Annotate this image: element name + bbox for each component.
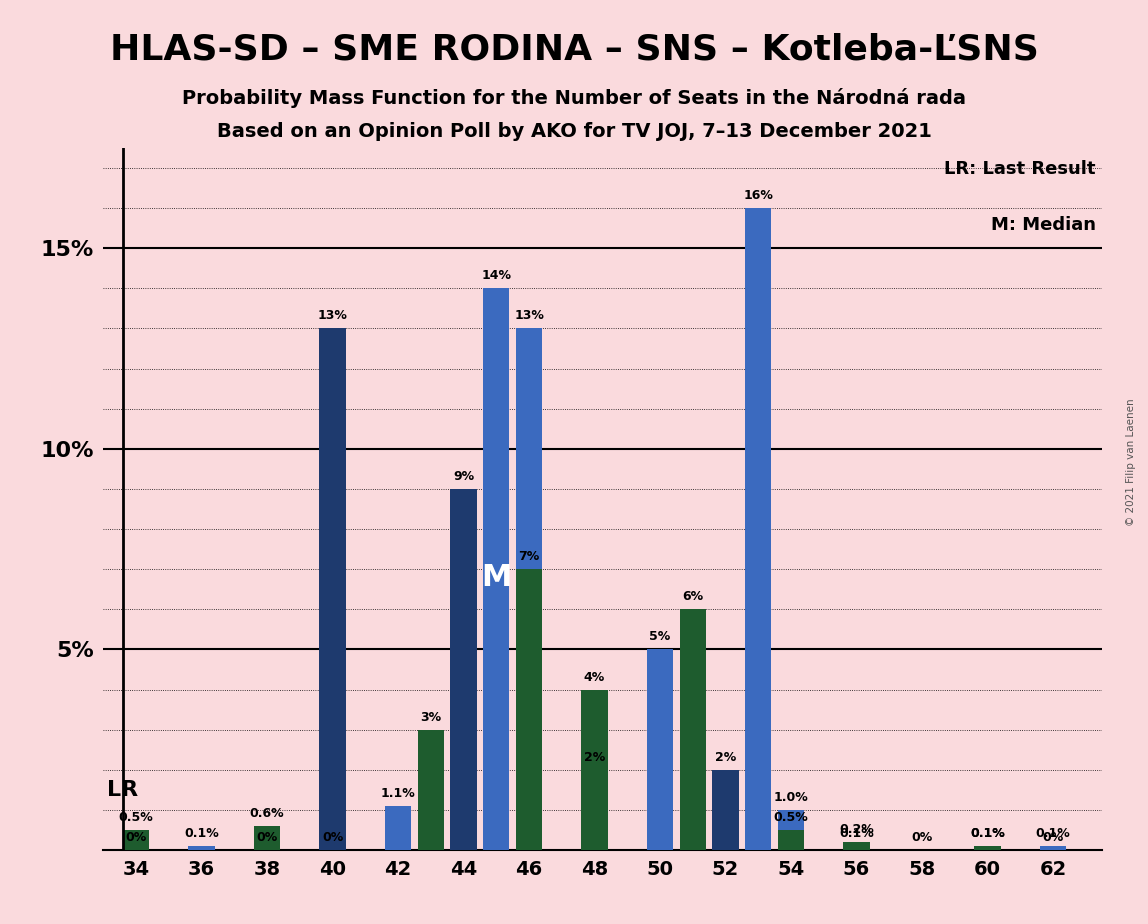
Bar <box>778 810 804 850</box>
Bar <box>515 569 542 850</box>
Bar <box>713 770 738 850</box>
Bar <box>844 846 869 850</box>
Text: © 2021 Filip van Laenen: © 2021 Filip van Laenen <box>1126 398 1135 526</box>
Text: 14%: 14% <box>481 269 511 282</box>
Bar <box>515 328 542 850</box>
Text: 13%: 13% <box>318 310 348 322</box>
Text: 2%: 2% <box>715 751 736 764</box>
Text: 3%: 3% <box>420 711 441 723</box>
Text: 16%: 16% <box>743 189 774 202</box>
Text: M: Median: M: Median <box>991 216 1095 234</box>
Text: 0.5%: 0.5% <box>774 811 808 824</box>
Text: 0.2%: 0.2% <box>839 823 874 836</box>
Text: 6%: 6% <box>682 590 704 603</box>
Bar <box>1040 846 1066 850</box>
Bar <box>450 489 476 850</box>
Bar <box>975 846 1001 850</box>
Text: 0.1%: 0.1% <box>970 827 1004 840</box>
Text: 5%: 5% <box>650 630 670 643</box>
Text: LR: LR <box>107 780 138 800</box>
Text: 0.5%: 0.5% <box>118 811 154 824</box>
Bar <box>647 650 673 850</box>
Text: 0%: 0% <box>912 831 932 844</box>
Bar <box>385 806 411 850</box>
Text: 0%: 0% <box>321 831 343 844</box>
Text: 13%: 13% <box>514 310 544 322</box>
Text: 0.6%: 0.6% <box>250 807 285 820</box>
Text: HLAS-SD – SME RODINA – SNS – Kotleba-ĽSNS: HLAS-SD – SME RODINA – SNS – Kotleba-ĽSN… <box>109 32 1039 67</box>
Bar <box>581 770 607 850</box>
Text: 0.1%: 0.1% <box>970 827 1004 840</box>
Bar <box>254 826 280 850</box>
Bar <box>745 208 771 850</box>
Text: 0%: 0% <box>256 831 278 844</box>
Text: 0%: 0% <box>1042 831 1063 844</box>
Text: 1.1%: 1.1% <box>381 787 416 800</box>
Bar <box>581 689 607 850</box>
Text: Based on an Opinion Poll by AKO for TV JOJ, 7–13 December 2021: Based on an Opinion Poll by AKO for TV J… <box>217 122 931 141</box>
Bar <box>844 842 869 850</box>
Text: M: M <box>481 563 512 591</box>
Text: 9%: 9% <box>453 470 474 483</box>
Text: 0.1%: 0.1% <box>1035 827 1070 840</box>
Bar <box>975 846 1001 850</box>
Bar <box>319 328 346 850</box>
Bar <box>778 830 804 850</box>
Bar <box>418 730 444 850</box>
Text: 2%: 2% <box>584 751 605 764</box>
Text: LR: Last Result: LR: Last Result <box>944 160 1095 178</box>
Bar <box>123 830 149 850</box>
Text: 4%: 4% <box>584 671 605 684</box>
Bar <box>188 846 215 850</box>
Text: Probability Mass Function for the Number of Seats in the Národná rada: Probability Mass Function for the Number… <box>183 88 965 108</box>
Text: 0%: 0% <box>125 831 147 844</box>
Text: 0.1%: 0.1% <box>839 827 874 840</box>
Bar <box>680 609 706 850</box>
Text: 1.0%: 1.0% <box>774 791 808 804</box>
Text: 0.1%: 0.1% <box>184 827 219 840</box>
Text: 7%: 7% <box>519 550 540 563</box>
Bar <box>483 288 510 850</box>
